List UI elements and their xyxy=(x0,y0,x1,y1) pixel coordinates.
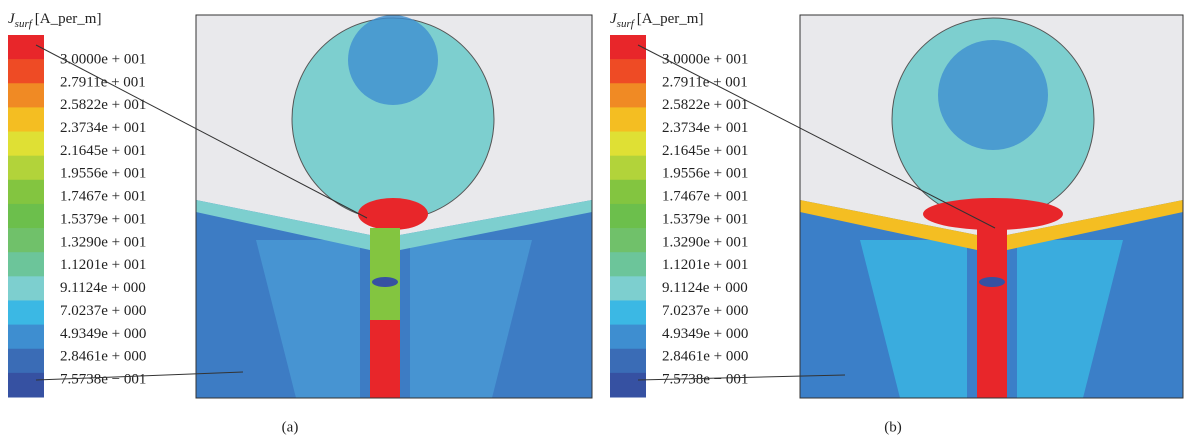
strip-hot xyxy=(370,320,400,398)
legend-swatch xyxy=(610,348,646,374)
legend-swatch xyxy=(8,252,44,277)
legend-label: 1.1201e + 001 xyxy=(662,257,748,273)
legend-label: 2.3734e + 001 xyxy=(60,120,146,136)
panel: Jsurf [A_per_m] 3.0000e + 001 2.7911e + 001… xyxy=(610,11,1184,435)
pointer xyxy=(35,371,244,381)
title-unit: [A_per_m] xyxy=(35,11,102,27)
legend-title: Jsurf [A_per_m] xyxy=(610,11,703,29)
legend-swatch xyxy=(8,276,44,301)
legend-label: 1.5379e + 001 xyxy=(60,211,146,227)
legend-swatch xyxy=(8,228,44,253)
legend-swatch xyxy=(610,203,646,229)
strip-cold xyxy=(979,277,1005,287)
pointer xyxy=(35,44,368,219)
legend-label: 3.0000e + 001 xyxy=(662,51,748,67)
title-symbol: J xyxy=(610,11,618,27)
legend-swatch xyxy=(610,228,646,253)
legend-label: 7.0237e + 000 xyxy=(662,303,748,319)
legend-swatch xyxy=(610,131,646,157)
legend-label: 1.1201e + 001 xyxy=(60,257,146,273)
sphere-inner xyxy=(938,40,1048,150)
legend-label: 4.9349e + 000 xyxy=(60,326,146,342)
legend-label: 2.5822e + 001 xyxy=(60,97,146,113)
panel: Jsurf [A_per_m] 3.0000e + 001 2.7911e + 001… xyxy=(8,11,593,435)
legend-swatch xyxy=(8,155,44,181)
strip-cold xyxy=(372,277,398,287)
legend-label: 7.5738e − 001 xyxy=(662,371,748,387)
legend-label: 2.5822e + 001 xyxy=(662,97,748,113)
caption: (b) xyxy=(884,419,902,435)
pointer xyxy=(637,374,846,381)
legend-label: 1.9556e + 001 xyxy=(662,166,748,182)
legend-swatch xyxy=(8,300,44,326)
legend-swatch xyxy=(8,324,44,350)
legend-label: 1.7467e + 001 xyxy=(662,189,748,205)
simulation-image xyxy=(196,15,592,398)
legend-swatch xyxy=(610,324,646,350)
legend-label: 4.9349e + 000 xyxy=(662,326,748,342)
legend-swatch xyxy=(610,372,646,398)
legend-label: 2.8461e + 000 xyxy=(60,349,146,365)
legend-label: 1.3290e + 001 xyxy=(60,234,146,250)
ground-light2 xyxy=(1017,240,1123,398)
legend-swatch xyxy=(8,348,44,374)
legend-label: 2.1645e + 001 xyxy=(662,143,748,159)
image-frame xyxy=(799,14,1184,399)
sphere-inner xyxy=(348,15,438,105)
legend-swatch xyxy=(610,83,646,108)
legend-swatch xyxy=(8,131,44,157)
legend-label: 1.7467e + 001 xyxy=(60,189,146,205)
legend-swatch xyxy=(610,179,646,205)
legend-label: 7.0237e + 000 xyxy=(60,303,146,319)
legend-label: 9.1124e + 000 xyxy=(662,280,748,296)
legend-label: 7.5738e − 001 xyxy=(60,371,146,387)
image-frame xyxy=(195,14,593,399)
title-unit: [A_per_m] xyxy=(637,11,704,27)
legend-label: 1.3290e + 001 xyxy=(662,234,748,250)
legend-label: 2.3734e + 001 xyxy=(662,120,748,136)
legend-label: 2.1645e + 001 xyxy=(60,143,146,159)
caption: (a) xyxy=(282,419,299,435)
title-symbol: J xyxy=(8,11,16,27)
legend-label: 1.9556e + 001 xyxy=(60,166,146,182)
legend-swatch xyxy=(610,107,646,133)
simulation-image xyxy=(800,15,1183,398)
ground-light2 xyxy=(410,240,532,398)
title-subscript: surf xyxy=(15,18,34,30)
legend-swatch xyxy=(8,203,44,229)
legend-swatch xyxy=(8,83,44,108)
legend-swatch xyxy=(610,59,646,84)
legend-label: 3.0000e + 001 xyxy=(60,51,146,67)
legend-swatch xyxy=(8,107,44,133)
strip-hot xyxy=(977,290,1007,350)
legend-swatch xyxy=(610,276,646,301)
pointer xyxy=(637,44,996,229)
legend-label: 1.5379e + 001 xyxy=(662,211,748,227)
legend-label: 2.8461e + 000 xyxy=(662,349,748,365)
legend-swatch xyxy=(610,155,646,181)
legend-swatch xyxy=(8,35,44,60)
ground-light xyxy=(256,240,360,398)
legend-swatch xyxy=(610,252,646,277)
ground-light xyxy=(860,240,967,398)
legend-label: 2.7911e + 001 xyxy=(662,74,748,90)
legend-swatch xyxy=(8,179,44,205)
legend-swatch xyxy=(610,300,646,326)
legend-label: 9.1124e + 000 xyxy=(60,280,146,296)
legend-title: Jsurf [A_per_m] xyxy=(8,11,101,29)
legend-swatch xyxy=(610,35,646,60)
neck-hot xyxy=(358,198,428,230)
legend-swatch xyxy=(8,372,44,398)
legend-swatch xyxy=(8,59,44,84)
legend-label: 2.7911e + 001 xyxy=(60,74,146,90)
title-subscript: surf xyxy=(617,18,636,30)
neck-hot xyxy=(923,198,1063,230)
